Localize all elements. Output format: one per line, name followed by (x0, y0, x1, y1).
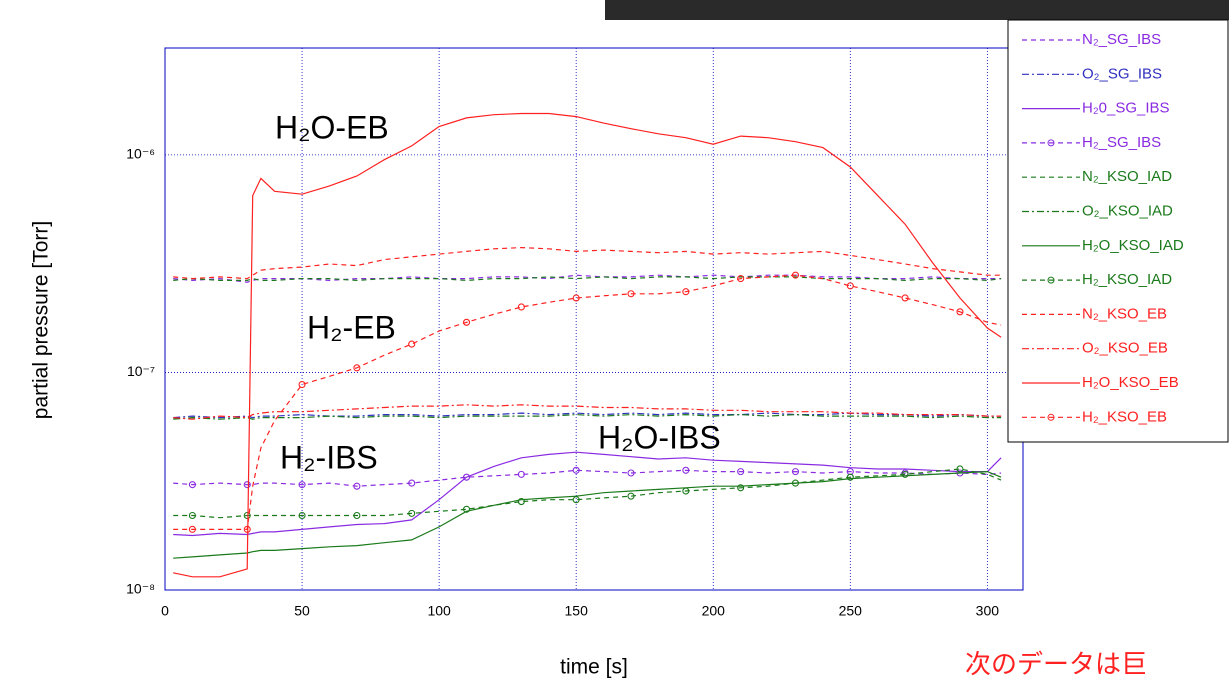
marker (353, 511, 361, 520)
marker (627, 492, 635, 500)
annotation: H₂-EB (307, 309, 396, 345)
x-tick-label: 50 (294, 603, 310, 619)
marker (737, 468, 745, 476)
marker (188, 525, 196, 533)
annotation: H₂O-IBS (598, 419, 721, 455)
marker (243, 525, 251, 533)
x-tick-label: 300 (976, 603, 1000, 619)
marker (901, 470, 909, 478)
legend-marker (1047, 276, 1055, 284)
marker (353, 364, 361, 372)
marker (682, 487, 690, 495)
y-tick-label: 10⁻⁸ (126, 581, 155, 597)
series-line (173, 451, 1002, 537)
series-line (173, 246, 1002, 280)
legend-label: H₂O_KSO_IAD (1082, 237, 1184, 254)
marker (791, 468, 800, 476)
marker (791, 271, 800, 279)
x-tick-label: 100 (427, 603, 451, 619)
marker (846, 473, 854, 481)
legend-label: O₂_KSO_IAD (1082, 202, 1173, 219)
marker (462, 318, 471, 326)
legend-label: N₂_KSO_IAD (1082, 168, 1172, 185)
x-axis-label: time [s] (560, 656, 628, 679)
marker (627, 290, 635, 298)
legend-label: N₂_KSO_EB (1082, 305, 1167, 322)
marker (408, 340, 416, 348)
annotation: H₂-IBS (280, 439, 378, 475)
series-group (173, 112, 1002, 578)
marker (298, 380, 306, 389)
marker (737, 484, 745, 492)
legend-label: H₂_KSO_EB (1082, 408, 1167, 425)
series-line (173, 112, 1002, 578)
marker (243, 511, 251, 520)
legend-box (1007, 19, 1229, 443)
legend-label: H₂0_SG_IBS (1082, 100, 1170, 117)
marker (462, 473, 471, 481)
legend-marker (1047, 413, 1055, 421)
legend-label: H₂_SG_IBS (1082, 134, 1161, 151)
marker (188, 511, 196, 520)
series-line (173, 412, 1002, 419)
marker (846, 282, 854, 290)
y-tick-label: 10⁻⁶ (126, 146, 155, 162)
marker (408, 509, 416, 517)
legend-label: N₂_SG_IBS (1082, 31, 1161, 48)
series-line (173, 469, 1002, 487)
x-tick-label: 0 (161, 603, 169, 619)
x-tick-label: 150 (565, 603, 589, 619)
marker (956, 308, 964, 316)
marker (737, 275, 745, 283)
marker (408, 479, 416, 487)
marker (682, 288, 690, 296)
series-line (173, 413, 1002, 420)
series-line (173, 274, 1002, 283)
marker (353, 482, 361, 490)
x-tick-label: 250 (839, 603, 863, 619)
marker (298, 481, 306, 489)
legend-marker (1047, 139, 1055, 147)
marker (517, 303, 525, 311)
legend-label: H₂_KSO_IAD (1082, 271, 1172, 288)
marker (243, 481, 251, 489)
marker (791, 479, 800, 487)
marker (517, 470, 525, 478)
marker (462, 505, 471, 513)
legend-label: O₂_SG_IBS (1082, 65, 1162, 82)
photo-strip (605, 0, 1229, 20)
series-line (173, 404, 1002, 420)
series-line (173, 274, 1002, 530)
marker (627, 469, 635, 477)
marker (572, 294, 580, 302)
x-tick-label: 200 (702, 603, 726, 619)
series-line (173, 276, 1002, 282)
y-axis-label: partial pressure [Torr] (30, 221, 53, 419)
series-line (173, 468, 1002, 519)
y-tick-label: 10⁻⁷ (127, 363, 155, 379)
annotation: H₂O-EB (275, 109, 389, 145)
note: 次のデータは巨 (965, 649, 1147, 679)
marker (682, 466, 690, 474)
marker (901, 294, 909, 302)
marker (956, 465, 964, 473)
legend-label: H₂O_KSO_EB (1082, 374, 1179, 391)
marker (298, 511, 306, 520)
plot-frame (164, 47, 1024, 591)
marker (517, 498, 525, 506)
series-line (173, 470, 1002, 559)
legend-label: O₂_KSO_EB (1082, 340, 1168, 357)
marker (188, 481, 196, 489)
marker (572, 466, 580, 474)
marker (572, 496, 580, 504)
